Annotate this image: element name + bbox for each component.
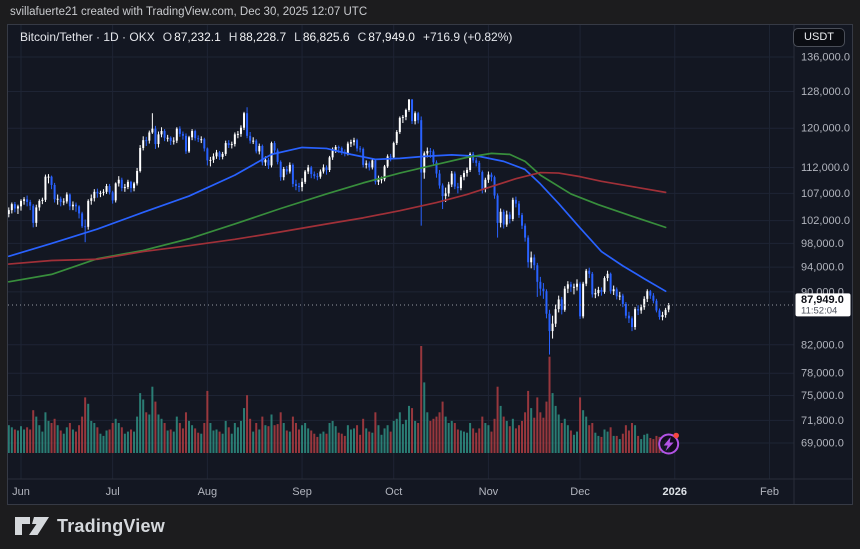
close-value: 87,949.0 (368, 30, 415, 44)
ma-green-line[interactable] (8, 152, 667, 283)
time-tick-label: Aug (198, 486, 218, 498)
price-tick-label: 98,000.0 (801, 238, 844, 250)
brand-row[interactable]: TradingView (14, 514, 165, 538)
open-label: O (162, 30, 173, 44)
price-tick-label: 75,000.0 (801, 390, 844, 402)
price-tick-label: 128,000.0 (801, 86, 850, 98)
tradingview-logo-icon (15, 517, 49, 535)
low-value: 86,825.6 (302, 30, 350, 44)
time-tick-label: Nov (479, 486, 499, 498)
close-label: C (357, 30, 367, 44)
ohlc-high: H 88,228.7 (229, 30, 286, 44)
time-tick-label: Dec (570, 486, 590, 498)
attribution-bar: svillafuerte21 created with TradingView.… (0, 0, 860, 24)
time-tick-label: Sep (292, 486, 312, 498)
price-tick-label: 71,800.0 (801, 415, 844, 427)
price-tick-label: 102,000.0 (801, 215, 850, 227)
ohlc-close: C 87,949.0 (358, 30, 415, 44)
ma-red-line[interactable] (8, 171, 667, 265)
countdown-value: 11:52:04 (801, 305, 837, 316)
price-tick-label: 69,000.0 (801, 437, 844, 449)
price-axis[interactable]: 136,000.0 128,000.0 120,000.0 112,000.0 107,… (801, 52, 850, 450)
change-value: +716.9 (+0.82%) (422, 30, 513, 44)
time-tick-label: Jun (12, 486, 30, 498)
ohlc-low: L 86,825.6 (294, 30, 349, 44)
price-tick-label: 136,000.0 (801, 52, 850, 64)
price-tick-label: 112,000.0 (801, 162, 849, 174)
high-label: H (228, 30, 238, 44)
last-price-label: 87,949.011:52:04 (795, 293, 851, 317)
price-tick-label: 120,000.0 (801, 123, 850, 135)
price-tick-label: 94,000.0 (801, 262, 844, 274)
time-tick-label: Jul (106, 486, 120, 498)
low-label: L (294, 30, 301, 44)
chart-widget: 136,000.0 128,000.0 120,000.0 112,000.0 107,… (7, 24, 853, 505)
flash-icon[interactable] (658, 432, 680, 455)
ohlc-open: O 87,232.1 (163, 30, 221, 44)
time-tick-label: 2026 (663, 486, 687, 498)
symbol-title: Bitcoin/Tether · 1D · OKX (20, 30, 155, 44)
ma-blue-line[interactable] (8, 146, 667, 293)
last-price-value: 87,949.0 (801, 294, 844, 306)
high-value: 88,228.7 (239, 30, 287, 44)
attribution-text: svillafuerte21 created with TradingView.… (10, 6, 368, 18)
alert-dot (673, 432, 679, 439)
time-tick-label: Feb (760, 486, 779, 498)
price-tick-label: 107,000.0 (801, 188, 850, 200)
time-axis[interactable]: Jun Jul Aug Sep Oct Nov Dec 2026 Feb (12, 486, 779, 498)
tradingview-wordmark: TradingView (57, 515, 165, 536)
time-tick-label: Oct (385, 486, 402, 498)
currency-button[interactable]: USDT (793, 28, 845, 47)
open-value: 87,232.1 (174, 30, 221, 44)
price-tick-label: 78,000.0 (801, 368, 844, 380)
footer-bar: TradingView (0, 505, 860, 549)
price-chart[interactable]: 136,000.0 128,000.0 120,000.0 112,000.0 107,… (8, 25, 852, 504)
price-tick-label: 82,000.0 (801, 339, 844, 351)
volume-series[interactable] (8, 346, 670, 453)
symbol-legend[interactable]: Bitcoin/Tether · 1D · OKX O 87,232.1 H 8… (20, 30, 512, 44)
